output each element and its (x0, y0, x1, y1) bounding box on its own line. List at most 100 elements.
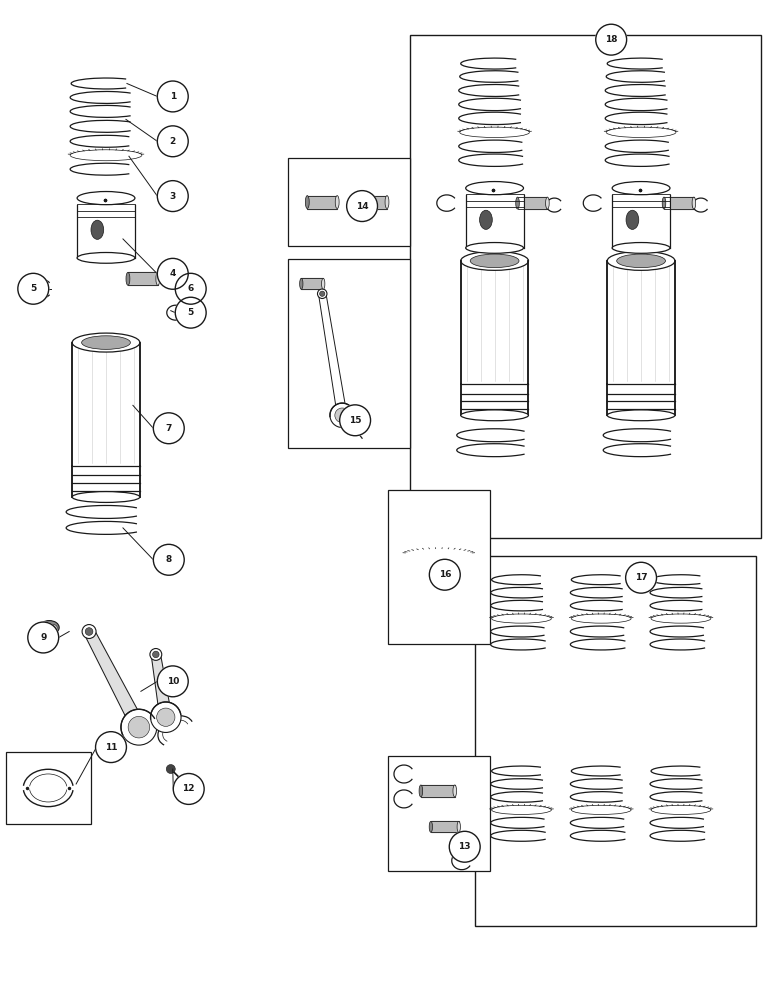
Polygon shape (608, 261, 675, 384)
Text: 12: 12 (182, 784, 195, 793)
Bar (466, 188, 523, 248)
Polygon shape (421, 785, 455, 797)
Ellipse shape (461, 410, 529, 421)
Circle shape (85, 628, 93, 635)
Ellipse shape (49, 625, 57, 631)
Text: 18: 18 (605, 35, 618, 44)
Ellipse shape (72, 333, 140, 352)
Circle shape (154, 413, 185, 444)
Ellipse shape (608, 410, 675, 421)
Bar (612, 188, 670, 248)
Text: 17: 17 (635, 573, 648, 582)
Circle shape (18, 273, 49, 304)
Circle shape (449, 831, 480, 862)
Ellipse shape (77, 252, 135, 263)
Ellipse shape (39, 621, 59, 635)
Circle shape (347, 191, 378, 222)
Bar (6, 752, 91, 824)
Text: 10: 10 (167, 677, 179, 686)
Polygon shape (128, 272, 157, 285)
Ellipse shape (466, 182, 523, 195)
Ellipse shape (470, 254, 519, 268)
Circle shape (157, 666, 188, 697)
Circle shape (317, 289, 327, 298)
Ellipse shape (626, 210, 638, 229)
Circle shape (28, 622, 59, 653)
Bar (388, 490, 489, 644)
Polygon shape (461, 384, 529, 415)
Polygon shape (517, 197, 547, 209)
Polygon shape (461, 261, 529, 384)
Polygon shape (301, 278, 323, 289)
Ellipse shape (692, 197, 696, 209)
Circle shape (340, 405, 371, 436)
Ellipse shape (479, 210, 493, 229)
Circle shape (150, 649, 162, 660)
Circle shape (330, 403, 354, 428)
Circle shape (153, 651, 159, 658)
Text: 3: 3 (170, 192, 176, 201)
Polygon shape (319, 293, 347, 416)
Ellipse shape (322, 278, 325, 289)
Polygon shape (151, 654, 172, 718)
Text: 4: 4 (170, 269, 176, 278)
Ellipse shape (461, 251, 529, 270)
Circle shape (596, 24, 627, 55)
Ellipse shape (355, 196, 359, 209)
Ellipse shape (300, 278, 303, 289)
Text: 13: 13 (459, 842, 471, 851)
Text: 8: 8 (166, 555, 172, 564)
Circle shape (151, 702, 181, 732)
Circle shape (96, 732, 127, 763)
Ellipse shape (72, 492, 140, 502)
Text: 7: 7 (166, 424, 172, 433)
Ellipse shape (126, 272, 130, 285)
Text: 1: 1 (170, 92, 176, 101)
Text: 6: 6 (188, 284, 194, 293)
Ellipse shape (617, 254, 665, 268)
Circle shape (128, 716, 150, 738)
Polygon shape (307, 196, 337, 209)
Circle shape (82, 625, 96, 638)
Ellipse shape (91, 220, 103, 239)
Circle shape (121, 709, 157, 745)
Bar (410, 35, 760, 538)
Circle shape (175, 297, 206, 328)
Polygon shape (664, 197, 694, 209)
Ellipse shape (662, 197, 665, 209)
Bar (388, 756, 489, 871)
Text: 14: 14 (356, 202, 368, 211)
Circle shape (175, 273, 206, 304)
Ellipse shape (77, 192, 135, 205)
Polygon shape (357, 196, 387, 209)
Ellipse shape (457, 821, 460, 832)
Text: 16: 16 (438, 570, 451, 579)
Text: 5: 5 (30, 284, 36, 293)
Circle shape (157, 126, 188, 157)
Ellipse shape (453, 785, 456, 797)
Circle shape (157, 708, 175, 726)
Circle shape (173, 774, 204, 804)
Circle shape (166, 765, 175, 774)
Text: 11: 11 (105, 743, 117, 752)
Ellipse shape (306, 196, 310, 209)
Ellipse shape (335, 196, 339, 209)
Circle shape (320, 291, 325, 296)
Polygon shape (72, 466, 140, 497)
Polygon shape (608, 384, 675, 415)
Bar (289, 158, 410, 246)
Circle shape (335, 408, 350, 423)
Ellipse shape (429, 821, 432, 832)
Bar (289, 259, 410, 448)
Bar (77, 198, 135, 258)
Circle shape (157, 81, 188, 112)
Ellipse shape (419, 785, 422, 797)
Ellipse shape (608, 251, 675, 270)
Ellipse shape (385, 196, 389, 209)
Ellipse shape (546, 197, 549, 209)
Circle shape (429, 559, 460, 590)
Polygon shape (431, 821, 459, 832)
Circle shape (157, 258, 188, 289)
Ellipse shape (612, 182, 670, 195)
Text: 5: 5 (188, 308, 194, 317)
